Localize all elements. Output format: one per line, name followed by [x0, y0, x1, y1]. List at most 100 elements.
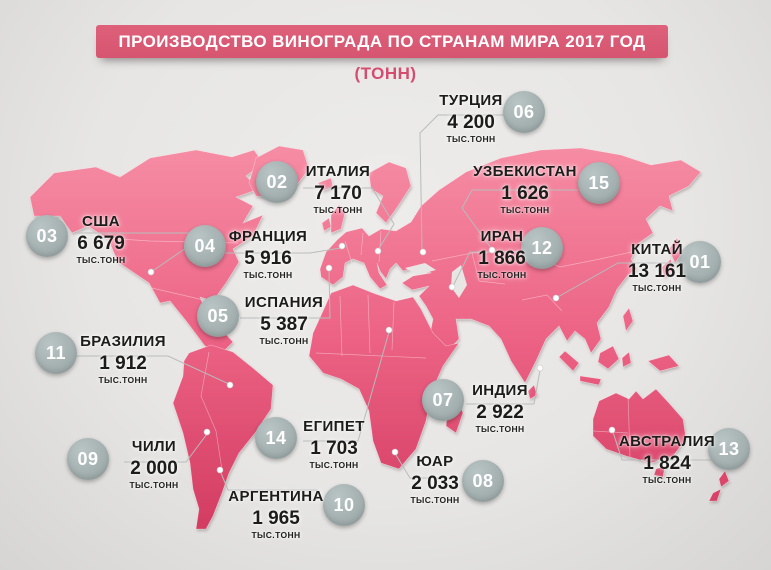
island-sumatra — [558, 350, 580, 372]
continent-north-america — [29, 149, 264, 354]
country-name: КИТАЙ — [631, 241, 683, 258]
island-philippines — [622, 307, 634, 332]
country-label-usa: США 6 679 ТЫС.ТОНН — [57, 213, 145, 265]
rank-badge-argentina: 10 — [323, 484, 365, 526]
island-new-guinea — [647, 354, 680, 372]
country-name: США — [82, 213, 120, 230]
country-unit: ТЫС.ТОНН — [259, 336, 309, 346]
country-name: ЧИЛИ — [131, 438, 177, 455]
country-value: 1 965 — [252, 508, 300, 529]
country-value: 5 916 — [244, 248, 292, 269]
country-label-turkey: ТУРЦИЯ 4 200 ТЫС.ТОНН — [431, 92, 511, 144]
country-label-france: ФРАНЦИЯ 5 916 ТЫС.ТОНН — [221, 228, 315, 280]
page-title: ПРОИЗВОДСТВО ВИНОГРАДА ПО СТРАНАМ МИРА 2… — [118, 31, 646, 51]
country-unit: ТЫС.ТОНН — [129, 480, 179, 490]
country-value: 2 033 — [411, 473, 459, 494]
region-scandinavia — [368, 161, 412, 224]
rank-badge-australia: 13 — [708, 428, 750, 470]
country-unit: ТЫС.ТОНН — [243, 270, 293, 280]
country-value: 5 387 — [260, 314, 308, 335]
rank-badge-iran: 12 — [521, 227, 563, 269]
country-value: 2 000 — [130, 458, 178, 479]
inland-seas — [405, 263, 467, 298]
country-unit: ТЫС.ТОНН — [642, 475, 692, 485]
island-borneo — [597, 345, 620, 370]
country-label-egypt: ЕГИПЕТ 1 703 ТЫС.ТОНН — [296, 418, 372, 470]
rank-badge-italy: 02 — [256, 161, 298, 203]
island-tasmania — [653, 465, 666, 478]
location-dots — [147, 242, 616, 474]
rank-badge-france: 04 — [184, 225, 226, 267]
country-name: ИТАЛИЯ — [305, 163, 371, 180]
country-unit: ТЫС.ТОНН — [251, 530, 301, 540]
country-value: 7 170 — [314, 183, 362, 204]
rank-badge-egypt: 14 — [255, 417, 297, 459]
country-label-india: ИНДИЯ 2 922 ТЫС.ТОНН — [461, 382, 539, 434]
continent-south-america — [172, 344, 274, 530]
country-value: 1 703 — [310, 438, 358, 459]
country-unit: ТЫС.ТОНН — [477, 270, 527, 280]
title-banner: ПРОИЗВОДСТВО ВИНОГРАДА ПО СТРАНАМ МИРА 2… — [96, 25, 668, 58]
country-value: 2 922 — [476, 402, 524, 423]
country-unit: ТЫС.ТОНН — [446, 134, 496, 144]
country-name: ФРАНЦИЯ — [228, 228, 308, 245]
island-sulawesi — [621, 351, 632, 368]
country-label-china: КИТАЙ 13 161 ТЫС.ТОНН — [612, 241, 702, 293]
country-unit: ТЫС.ТОНН — [76, 255, 126, 265]
island-new-zealand-north — [718, 470, 730, 488]
country-label-chile: ЧИЛИ 2 000 ТЫС.ТОНН — [117, 438, 191, 490]
island-ireland — [321, 217, 332, 232]
country-name: ЮАР — [416, 453, 454, 470]
country-name: УЗБЕКИСТАН — [473, 163, 577, 180]
subtitle-units: (ТОНН) — [354, 64, 417, 83]
country-unit: ТЫС.ТОНН — [309, 460, 359, 470]
country-label-brazil: БРАЗИЛИЯ 1 912 ТЫС.ТОНН — [75, 333, 171, 385]
country-value: 13 161 — [627, 261, 687, 282]
rank-badge-usa: 03 — [26, 215, 68, 257]
rank-badge-spain: 05 — [197, 295, 239, 337]
country-name: АРГЕНТИНА — [228, 488, 324, 505]
country-label-italy: ИТАЛИЯ 7 170 ТЫС.ТОНН — [296, 163, 380, 215]
country-value: 6 679 — [77, 233, 125, 254]
country-name: АВСТРАЛИЯ — [618, 433, 716, 450]
continent-australia — [592, 388, 687, 464]
country-label-argentina: АРГЕНТИНА 1 965 ТЫС.ТОНН — [226, 488, 326, 540]
country-value: 1 866 — [478, 248, 526, 269]
country-value: 1 626 — [501, 183, 549, 204]
country-unit: ТЫС.ТОНН — [632, 283, 682, 293]
island-sri-lanka — [527, 384, 538, 400]
country-name: ЕГИПЕТ — [303, 418, 365, 435]
country-value: 4 200 — [447, 112, 495, 133]
country-name: БРАЗИЛИЯ — [80, 333, 166, 350]
island-new-zealand-south — [708, 488, 722, 502]
country-value: 1 912 — [99, 353, 147, 374]
continent-africa — [308, 284, 460, 470]
country-value: 1 824 — [643, 453, 691, 474]
country-unit: ТЫС.ТОНН — [98, 375, 148, 385]
rank-badge-south-africa: 08 — [462, 460, 504, 502]
continent-eurasia — [319, 147, 702, 384]
country-unit: ТЫС.ТОНН — [313, 205, 363, 215]
country-label-iran: ИРАН 1 866 ТЫС.ТОНН — [466, 228, 538, 280]
rank-badge-uzbekistan: 15 — [578, 162, 620, 204]
rank-badge-china: 01 — [679, 241, 721, 283]
rank-badge-turkey: 06 — [503, 91, 545, 133]
country-unit: ТЫС.ТОНН — [500, 205, 550, 215]
country-name: ИСПАНИЯ — [244, 294, 324, 311]
country-unit: ТЫС.ТОНН — [410, 495, 460, 505]
rank-badge-chile: 09 — [67, 438, 109, 480]
island-great-britain — [330, 204, 346, 234]
country-label-south-africa: ЮАР 2 033 ТЫС.ТОНН — [404, 453, 466, 505]
country-name: ИНДИЯ — [472, 382, 528, 399]
country-label-uzbekistan: УЗБЕКИСТАН 1 626 ТЫС.ТОНН — [467, 163, 583, 215]
rank-badge-brazil: 11 — [35, 332, 77, 374]
rank-badge-india: 07 — [422, 379, 464, 421]
island-java — [579, 375, 602, 386]
country-unit: ТЫС.ТОНН — [475, 424, 525, 434]
country-name: ИРАН — [480, 228, 524, 245]
country-name: ТУРЦИЯ — [439, 92, 503, 109]
country-label-spain: ИСПАНИЯ 5 387 ТЫС.ТОНН — [235, 294, 333, 346]
country-label-australia: АВСТРАЛИЯ 1 824 ТЫС.ТОНН — [616, 433, 718, 485]
